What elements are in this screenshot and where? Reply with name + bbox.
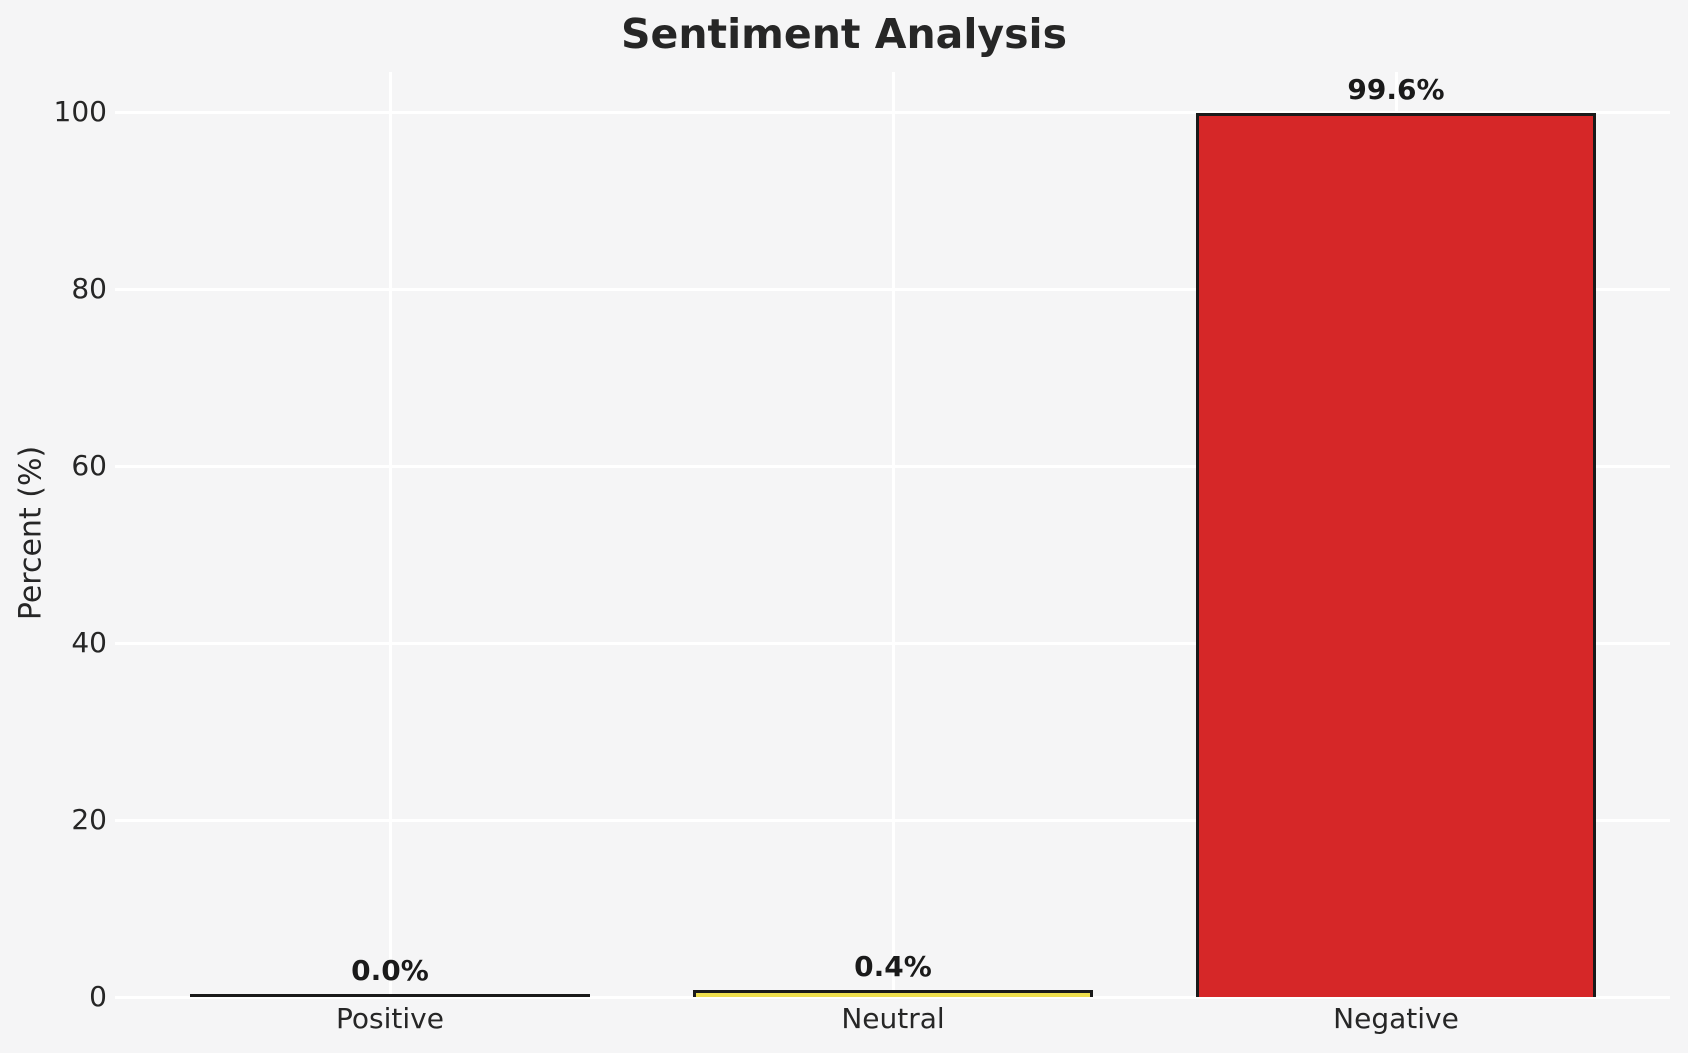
- chart-title: Sentiment Analysis: [621, 10, 1067, 58]
- y-tick-label-60: 60: [71, 449, 107, 482]
- bar-value-label-positive: 0.0%: [351, 954, 429, 987]
- bar-neutral: [693, 990, 1093, 997]
- x-tick-label-neutral: Neutral: [841, 1002, 945, 1035]
- bar-negative: [1196, 112, 1596, 997]
- gridline-v-positive: [389, 72, 392, 997]
- bar-positive: [190, 994, 590, 997]
- x-tick-label-negative: Negative: [1333, 1002, 1459, 1035]
- y-tick-label-40: 40: [71, 626, 107, 659]
- bar-value-label-negative: 99.6%: [1347, 72, 1445, 106]
- bar-value-label-neutral: 0.4%: [854, 950, 932, 984]
- gridline-v-neutral: [892, 72, 895, 997]
- y-tick-label-20: 20: [71, 803, 107, 836]
- y-tick-label-0: 0: [89, 980, 107, 1013]
- x-tick-label-positive: Positive: [336, 1002, 444, 1035]
- y-tick-label-80: 80: [71, 272, 107, 305]
- y-tick-label-100: 100: [53, 95, 107, 128]
- gridline-h-0: [115, 996, 1670, 999]
